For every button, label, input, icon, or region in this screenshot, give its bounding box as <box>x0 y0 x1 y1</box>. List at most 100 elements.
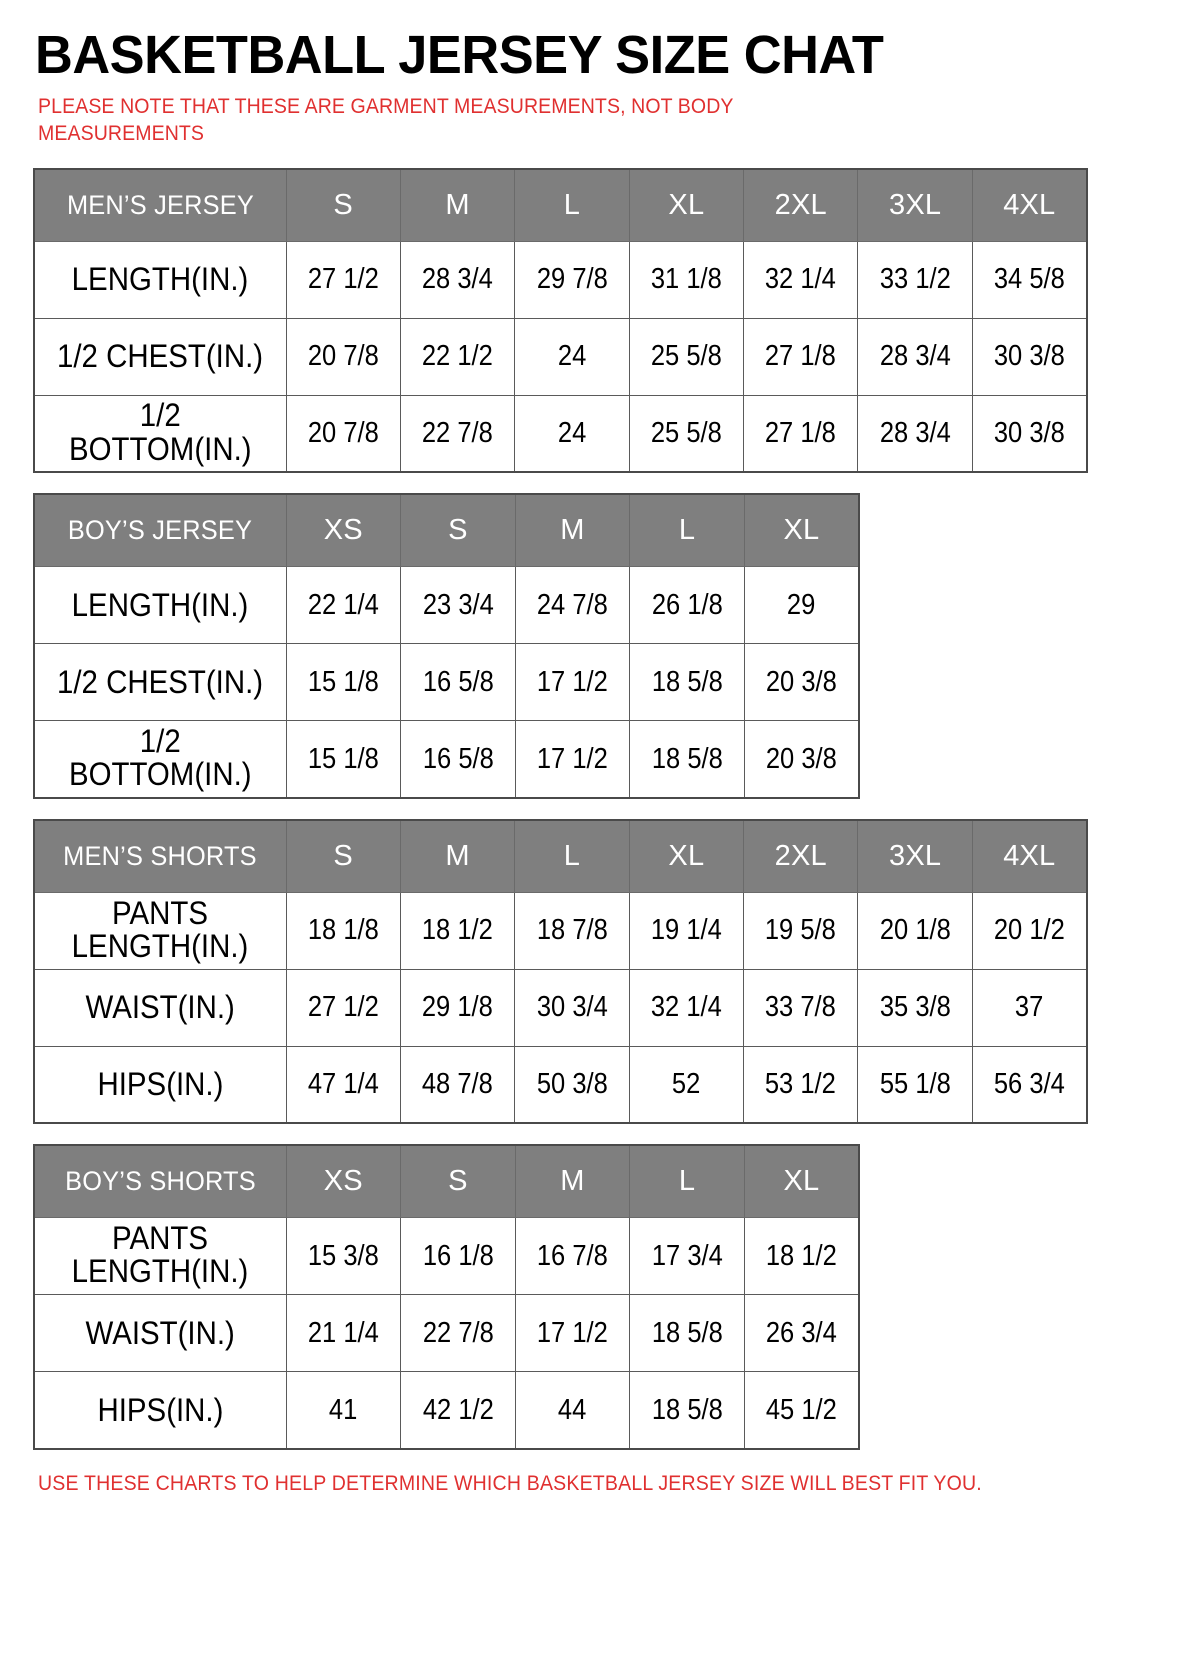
column-header-m: M <box>514 1144 631 1219</box>
footer-note: USE THESE CHARTS TO HELP DETERMINE WHICH… <box>38 1471 982 1495</box>
measurement-cell: 22 7/8 <box>399 394 516 473</box>
measurement-cell: 27 1/8 <box>743 394 859 473</box>
column-header-3xl: 3XL <box>857 168 973 242</box>
measurement-cell: 37 <box>971 968 1088 1047</box>
measurement-cell: 55 1/8 <box>857 1045 973 1124</box>
column-header-l: L <box>629 1144 745 1219</box>
measurement-cell: 23 3/4 <box>400 566 516 645</box>
column-header-4xl: 4XL <box>971 819 1088 893</box>
measurement-cell: 18 7/8 <box>514 891 630 970</box>
row-label: 1/2 BOTTOM(IN.) <box>33 394 287 473</box>
measurement-cell: 45 1/2 <box>743 1371 860 1450</box>
row-label: 1/2 CHEST(IN.) <box>33 317 287 396</box>
measurement-cell: 16 5/8 <box>400 720 516 799</box>
table-row: LENGTH(IN.) 27 1/2 28 3/4 29 7/8 31 1/8 32 1/… <box>33 240 1088 319</box>
column-header-xs: XS <box>285 493 402 568</box>
measurement-cell: 32 1/4 <box>743 240 859 319</box>
measurement-cell: 24 <box>514 394 630 473</box>
measurement-cell: 44 <box>514 1371 631 1450</box>
row-label: HIPS(IN.) <box>33 1045 287 1124</box>
column-header-m: M <box>514 493 631 568</box>
column-header-s: S <box>285 168 401 242</box>
column-header-xl: XL <box>628 168 745 242</box>
column-header-l: L <box>514 168 630 242</box>
measurement-cell: 48 7/8 <box>399 1045 516 1124</box>
measurement-cell: 18 1/2 <box>399 891 516 970</box>
measurement-cell: 29 1/8 <box>399 968 516 1047</box>
table-row: WAIST(IN.) 21 1/4 22 7/8 17 1/2 18 5/8 26 3/4 <box>33 1294 860 1373</box>
measurement-cell: 18 5/8 <box>629 1371 745 1450</box>
row-label: HIPS(IN.) <box>33 1371 287 1450</box>
measurement-cell: 26 1/8 <box>629 566 745 645</box>
table-row: HIPS(IN.) 47 1/4 48 7/8 50 3/8 52 53 1/2 55 1/… <box>33 1045 1088 1124</box>
measurement-cell: 33 7/8 <box>743 968 859 1047</box>
measurement-cell: 16 7/8 <box>514 1217 631 1296</box>
table-row: PANTS LENGTH(IN.) 18 1/8 18 1/2 18 7/8 19 1/4… <box>33 891 1088 970</box>
measurement-cell: 32 1/4 <box>628 968 745 1047</box>
table-corner-label: MEN’S SHORTS <box>33 819 287 893</box>
column-header-2xl: 2XL <box>743 168 859 242</box>
measurement-cell: 17 1/2 <box>514 643 631 722</box>
measurement-cell: 16 1/8 <box>400 1217 516 1296</box>
measurement-cell: 19 5/8 <box>743 891 859 970</box>
size-table-boys-shorts: BOY’S SHORTS XS S M L XL PANTS LENGTH(IN.) 15 3/… <box>33 1144 860 1450</box>
measurement-cell: 17 3/4 <box>629 1217 745 1296</box>
measurement-cell: 34 5/8 <box>971 240 1088 319</box>
measurement-cell: 33 1/2 <box>857 240 973 319</box>
measurement-cell: 52 <box>628 1045 745 1124</box>
size-table-mens-jersey: MEN’S JERSEY S M L XL 2XL 3XL 4XL LENGTH(IN.) 27 … <box>33 167 1088 474</box>
table-header-row: BOY’S SHORTS XS S M L XL <box>33 1144 860 1219</box>
table-header-row: MEN’S JERSEY S M L XL 2XL 3XL 4XL <box>33 168 1088 242</box>
measurement-cell: 21 1/4 <box>285 1294 402 1373</box>
row-label: LENGTH(IN.) <box>33 240 287 319</box>
row-label: 1/2 CHEST(IN.) <box>33 643 287 722</box>
measurement-cell: 18 5/8 <box>629 1294 745 1373</box>
table-header-row: MEN’S SHORTS S M L XL 2XL 3XL 4XL <box>33 819 1088 893</box>
measurement-cell: 22 1/4 <box>285 566 402 645</box>
table-row: 1/2 BOTTOM(IN.) 20 7/8 22 7/8 24 25 5/8 27 1/… <box>33 394 1088 473</box>
column-header-s: S <box>285 819 401 893</box>
measurement-cell: 17 1/2 <box>514 720 631 799</box>
measurement-cell: 28 3/4 <box>857 394 973 473</box>
table-corner-label: BOY’S SHORTS <box>33 1144 287 1219</box>
measurement-cell: 18 1/8 <box>285 891 401 970</box>
measurement-cell: 18 5/8 <box>629 720 745 799</box>
measurement-cell: 26 3/4 <box>743 1294 860 1373</box>
measurement-cell: 16 5/8 <box>400 643 516 722</box>
measurement-cell: 20 7/8 <box>285 394 401 473</box>
row-label: WAIST(IN.) <box>33 1294 287 1373</box>
row-label: LENGTH(IN.) <box>33 566 287 645</box>
measurement-cell: 56 3/4 <box>971 1045 1088 1124</box>
measurement-cell: 20 3/8 <box>743 720 860 799</box>
column-header-l: L <box>514 819 630 893</box>
row-label: 1/2 BOTTOM(IN.) <box>33 720 287 799</box>
page-title: BASKETBALL JERSEY SIZE CHAT <box>35 25 884 85</box>
measurement-cell: 50 3/8 <box>514 1045 630 1124</box>
column-header-l: L <box>629 493 745 568</box>
measurement-cell: 24 <box>514 317 630 396</box>
row-label: PANTS LENGTH(IN.) <box>33 1217 287 1296</box>
measurement-cell: 42 1/2 <box>400 1371 516 1450</box>
measurement-cell: 17 1/2 <box>514 1294 631 1373</box>
measurement-cell: 20 1/2 <box>971 891 1088 970</box>
measurement-cell: 29 <box>743 566 860 645</box>
measurement-cell: 30 3/4 <box>514 968 630 1047</box>
measurement-cell: 41 <box>285 1371 402 1450</box>
size-table-mens-shorts: MEN’S SHORTS S M L XL 2XL 3XL 4XL PANTS LENGTH(IN… <box>33 818 1088 1125</box>
column-header-s: S <box>400 1144 516 1219</box>
measurement-cell: 53 1/2 <box>743 1045 859 1124</box>
measurement-cell: 15 1/8 <box>285 720 402 799</box>
measurement-cell: 47 1/4 <box>285 1045 401 1124</box>
column-header-m: M <box>399 168 516 242</box>
measurement-cell: 27 1/2 <box>285 240 401 319</box>
measurement-cell: 18 1/2 <box>743 1217 860 1296</box>
tables-container: MEN’S JERSEY S M L XL 2XL 3XL 4XL LENGTH(IN.) 27 … <box>33 167 1170 1450</box>
table-row: 1/2 BOTTOM(IN.) 15 1/8 16 5/8 17 1/2 18 5/8 2… <box>33 720 860 799</box>
table-row: PANTS LENGTH(IN.) 15 3/8 16 1/8 16 7/8 17 3/4… <box>33 1217 860 1296</box>
table-corner-label: MEN’S JERSEY <box>33 168 287 242</box>
column-header-2xl: 2XL <box>743 819 859 893</box>
measurement-cell: 20 1/8 <box>857 891 973 970</box>
column-header-m: M <box>399 819 516 893</box>
measurement-cell: 30 3/8 <box>971 394 1088 473</box>
